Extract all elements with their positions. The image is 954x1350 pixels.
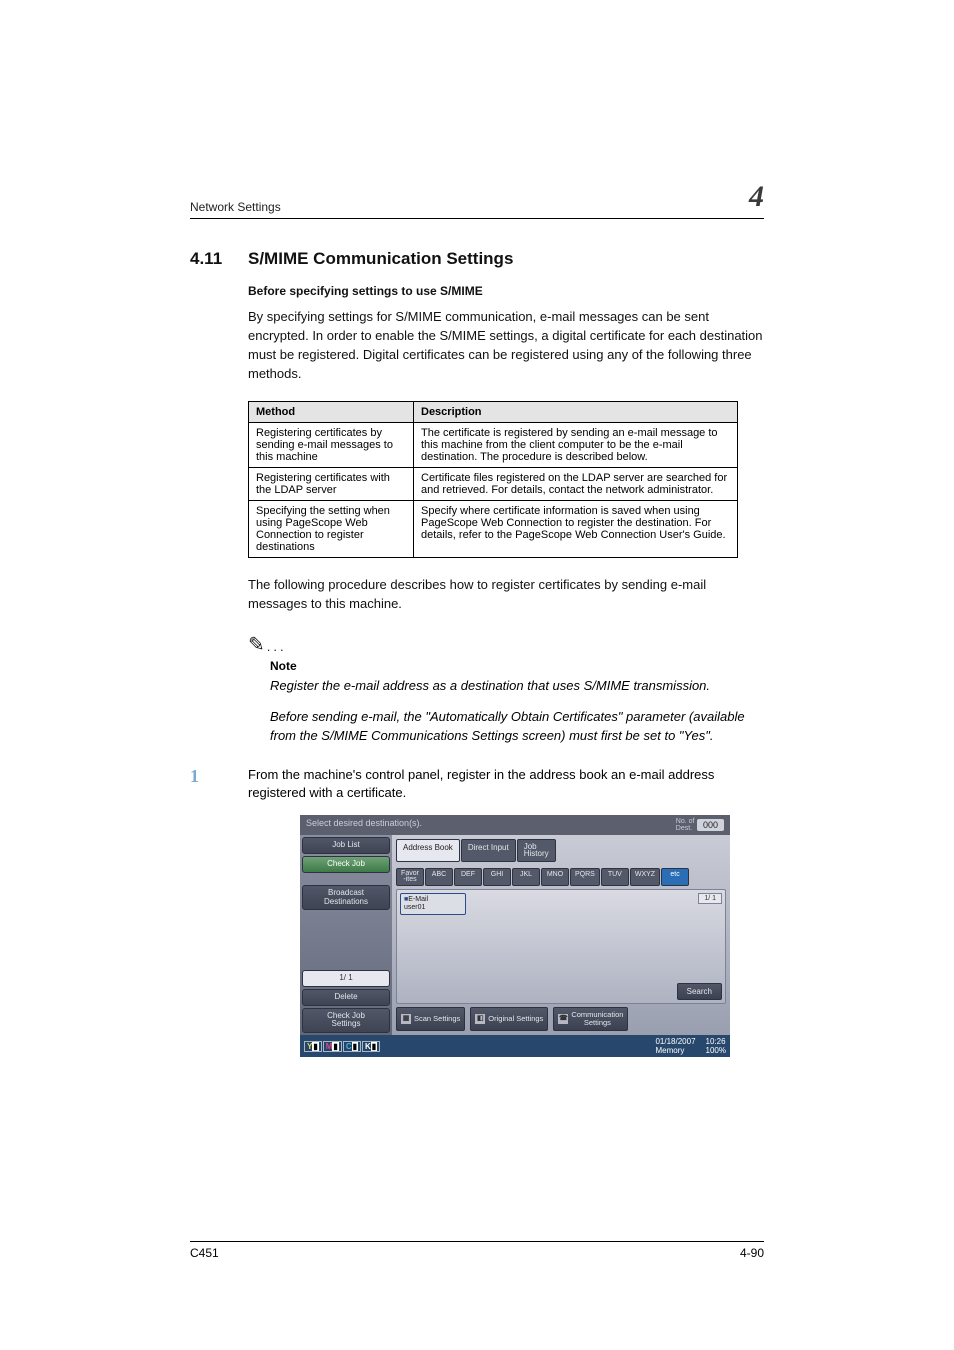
results-area: ■E-Mail user01 1/ 1 Search [396,889,726,1004]
cell: Registering certificates with the LDAP s… [249,468,414,501]
alpha-etc[interactable]: etc [661,868,689,887]
step-1: 1 From the machine's control panel, regi… [190,766,764,804]
tab-row: Address Book Direct Input Job History [396,839,726,861]
chip-type: E-Mail [408,896,428,903]
status-date: 01/18/2007 [655,1037,695,1046]
page: Network Settings 4 4.11S/MIME Communicat… [0,0,954,1350]
footer-right: 4-90 [740,1246,764,1260]
alpha-jkl[interactable]: JKL [512,868,540,887]
alpha-pqrs[interactable]: PQRS [570,868,600,887]
step-text: From the machine's control panel, regist… [248,766,764,804]
th-method: Method [249,402,414,423]
search-button[interactable]: Search [677,983,722,1000]
alpha-wxyz[interactable]: WXYZ [630,868,660,887]
dest-count-group: No. of Dest. 000 [676,818,724,832]
cell: Specifying the setting when using PageSc… [249,501,414,558]
alpha-favorites[interactable]: Favor -ites [396,868,424,887]
table-row: Registering certificates by sending e-ma… [249,423,738,468]
note-text-1: Register the e-mail address as a destina… [270,677,764,696]
orig-label: Original Settings [488,1015,543,1023]
method-table: Method Description Registering certifica… [248,401,738,558]
original-icon: ◧ [475,1014,485,1024]
cell: The certificate is registered by sending… [414,423,738,468]
comm-icon: ☎ [558,1014,568,1024]
toner-c: C▮ [343,1041,361,1052]
section-number: 4.11 [190,249,248,269]
panel-status-bar: Y▮ M▮ C▮ K▮ 01/18/2007 Memory 10:26 100% [300,1035,730,1057]
table-row: Specifying the setting when using PageSc… [249,501,738,558]
comm-settings-button[interactable]: ☎Communication Settings [553,1007,628,1032]
after-table-text: The following procedure describes how to… [248,576,764,614]
panel-main: Address Book Direct Input Job History Fa… [392,835,730,1035]
panel-sidebar: Job List Check Job Broadcast Destination… [300,835,392,1035]
control-panel-screenshot: Select desired destination(s). No. of De… [300,815,730,1057]
destination-chip[interactable]: ■E-Mail user01 [400,893,466,914]
tab-job-history[interactable]: Job History [517,839,556,861]
section-heading: 4.11S/MIME Communication Settings [190,249,764,269]
toner-m: M▮ [323,1041,342,1052]
table-row: Registering certificates with the LDAP s… [249,468,738,501]
alpha-tuv[interactable]: TUV [601,868,629,887]
toner-y: Y▮ [304,1041,322,1052]
note-icon: ✎... [248,632,764,657]
chapter-label: Network Settings [190,200,281,214]
status-mem-val: 100% [706,1046,726,1055]
header: Network Settings 4 [190,180,764,219]
note-block: ✎... Note Register the e-mail address as… [248,632,764,746]
check-job-button[interactable]: Check Job [302,856,390,873]
footer-left: C451 [190,1246,219,1260]
scan-settings-button[interactable]: ▦Scan Settings [396,1007,465,1032]
toner-indicators: Y▮ M▮ C▮ K▮ [304,1041,380,1052]
scan-icon: ▦ [401,1014,411,1024]
cell: Registering certificates by sending e-ma… [249,423,414,468]
job-list-button[interactable]: Job List [302,837,390,854]
tab-direct-input[interactable]: Direct Input [461,839,516,861]
alpha-mno[interactable]: MNO [541,868,569,887]
comm-label: Communication Settings [571,1011,623,1028]
dest-label: No. of Dest. [676,818,695,832]
toner-k: K▮ [362,1041,380,1052]
broadcast-button[interactable]: Broadcast Destinations [302,885,390,911]
sub-heading: Before specifying settings to use S/MIME [248,284,764,298]
alpha-def[interactable]: DEF [454,868,482,887]
original-settings-button[interactable]: ◧Original Settings [470,1007,548,1032]
chapter-number: 4 [749,180,764,214]
dest-count: 000 [697,819,724,831]
intro-text: By specifying settings for S/MIME commun… [248,308,764,383]
status-time: 10:26 [706,1037,726,1046]
delete-button[interactable]: Delete [302,989,390,1006]
th-desc: Description [414,402,738,423]
chip-name: user01 [404,904,425,911]
note-label: Note [270,659,764,673]
status-datetime: 01/18/2007 Memory 10:26 100% [655,1037,726,1055]
cell: Certificate files registered on the LDAP… [414,468,738,501]
step-number: 1 [190,766,248,787]
scan-label: Scan Settings [414,1015,460,1023]
panel-top-text: Select desired destination(s). [306,818,422,832]
cell: Specify where certificate information is… [414,501,738,558]
note-text-2: Before sending e-mail, the "Automaticall… [270,708,764,746]
check-settings-button[interactable]: Check Job Settings [302,1008,390,1034]
panel-topbar: Select desired destination(s). No. of De… [300,815,730,835]
results-pager: 1/ 1 [698,893,722,904]
tab-address-book[interactable]: Address Book [396,839,460,861]
alpha-row: Favor -ites ABC DEF GHI JKL MNO PQRS TUV… [396,868,726,887]
bottom-row: ▦Scan Settings ◧Original Settings ☎Commu… [396,1007,726,1032]
footer: C451 4-90 [190,1241,764,1260]
status-mem-label: Memory [655,1046,695,1055]
side-pager: 1/ 1 [302,970,390,987]
alpha-abc[interactable]: ABC [425,868,453,887]
section-title: S/MIME Communication Settings [248,249,513,268]
alpha-ghi[interactable]: GHI [483,868,511,887]
